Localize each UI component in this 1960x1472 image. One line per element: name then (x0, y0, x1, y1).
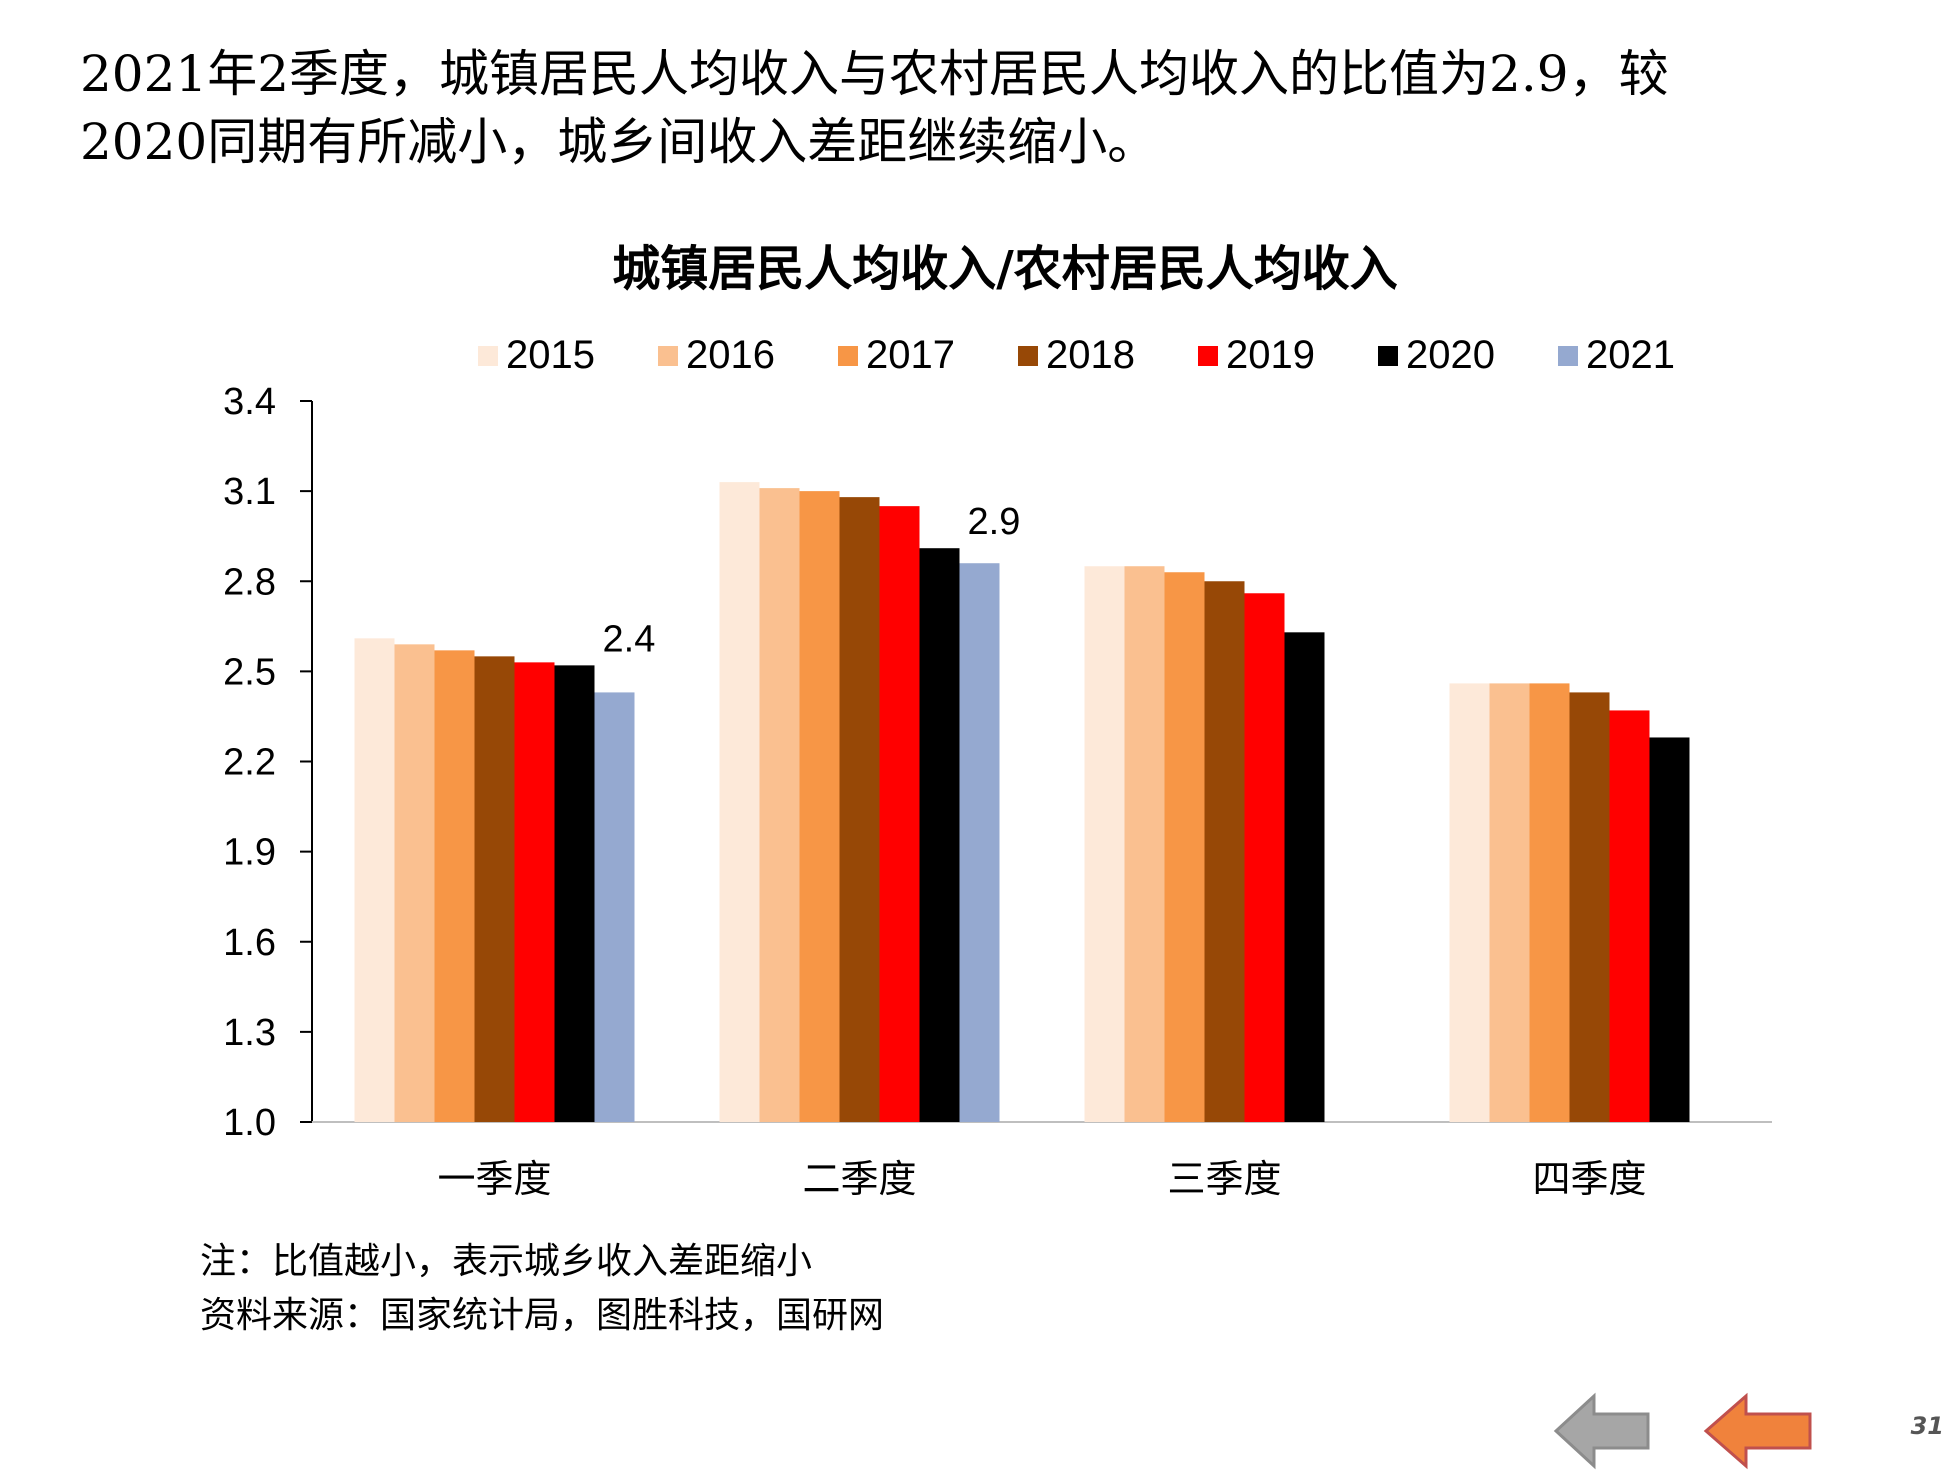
bar (879, 506, 920, 1122)
legend-swatch (1018, 346, 1038, 366)
x-category-label: 三季度 (1167, 1157, 1281, 1201)
page-number: 31 (1910, 1412, 1944, 1440)
bar-group (354, 482, 1690, 1123)
bar (1649, 737, 1690, 1122)
headline-line-2: 2020同期有所减小，城乡间收入差距继续缩小。 (80, 113, 1158, 171)
y-tick-label: 2.8 (223, 561, 276, 603)
bar (514, 662, 555, 1122)
legend-label: 2015 (506, 333, 595, 377)
bar (1204, 581, 1245, 1122)
bar (839, 497, 880, 1123)
legend-swatch (1558, 346, 1578, 366)
bar (1609, 710, 1650, 1122)
chart-legend: 2015 2016 2017 2018 2019 2020 2021 (478, 333, 1675, 377)
bar (554, 665, 595, 1122)
bar (1244, 593, 1285, 1122)
note-text: 注：比值越小，表示城乡收入差距缩小 (200, 1241, 813, 1282)
legend-swatch (1378, 346, 1398, 366)
data-label: 2.4 (603, 618, 656, 660)
arrow-left-orange-icon (1703, 1392, 1812, 1470)
y-tick-label: 1.6 (223, 922, 276, 964)
bar (1284, 632, 1325, 1122)
x-category-label: 一季度 (437, 1157, 551, 1201)
y-tick-label: 2.2 (223, 742, 276, 784)
legend-swatch (478, 346, 498, 366)
y-tick-label: 3.4 (223, 381, 276, 423)
bar (1124, 566, 1165, 1122)
legend-label: 2021 (1586, 333, 1675, 377)
prev-arrow-button[interactable] (1702, 1390, 1814, 1472)
bar (474, 656, 515, 1122)
bar (1084, 566, 1125, 1122)
bar (1569, 692, 1610, 1122)
bar (1529, 683, 1570, 1122)
chart-title: 城镇居民人均收入/农村居民人均收入 (612, 241, 1398, 297)
chart-notes: 注：比值越小，表示城乡收入差距缩小 资料来源：国家统计局，图胜科技，国研网 (200, 1235, 884, 1343)
legend-swatch (658, 346, 678, 366)
bar (1489, 683, 1530, 1122)
y-axis: 1.0 1.3 1.6 1.9 2.2 2.5 2.8 3.1 3.4 (223, 381, 313, 1144)
x-category-label: 二季度 (802, 1157, 916, 1201)
bar (719, 482, 760, 1122)
y-tick-label: 1.0 (223, 1102, 276, 1144)
x-category-label: 四季度 (1532, 1157, 1646, 1201)
bar (1449, 683, 1490, 1122)
bar (759, 488, 800, 1122)
x-axis: 一季度 二季度 三季度 四季度 (312, 1121, 1772, 1201)
bar (959, 563, 1000, 1122)
back-arrow-button[interactable] (1552, 1390, 1652, 1472)
headline: 2021年2季度，城镇居民人均收入与农村居民人均收入的比值为2.9，较 2020… (80, 40, 1920, 176)
bar (354, 638, 395, 1122)
bar (594, 692, 635, 1122)
bar (394, 644, 435, 1122)
y-tick-label: 3.1 (223, 471, 276, 513)
arrow-left-gray-icon (1553, 1392, 1650, 1470)
bar (434, 650, 475, 1122)
data-labels: 2.4 2.9 (603, 501, 1021, 660)
legend-label: 2016 (686, 333, 775, 377)
bar (799, 491, 840, 1122)
y-tick-label: 2.5 (223, 651, 276, 693)
legend-label: 2018 (1046, 333, 1135, 377)
headline-line-1: 2021年2季度，城镇居民人均收入与农村居民人均收入的比值为2.9，较 (80, 45, 1669, 103)
data-label: 2.9 (968, 501, 1021, 543)
bar (919, 548, 960, 1122)
source-text: 资料来源：国家统计局，图胜科技，国研网 (200, 1295, 885, 1336)
legend-label: 2019 (1226, 333, 1315, 377)
bar (1164, 572, 1205, 1122)
legend-label: 2017 (866, 333, 955, 377)
legend-label: 2020 (1406, 333, 1495, 377)
y-tick-label: 1.3 (223, 1012, 276, 1054)
legend-swatch (1198, 346, 1218, 366)
y-tick-label: 1.9 (223, 832, 276, 874)
legend-swatch (838, 346, 858, 366)
